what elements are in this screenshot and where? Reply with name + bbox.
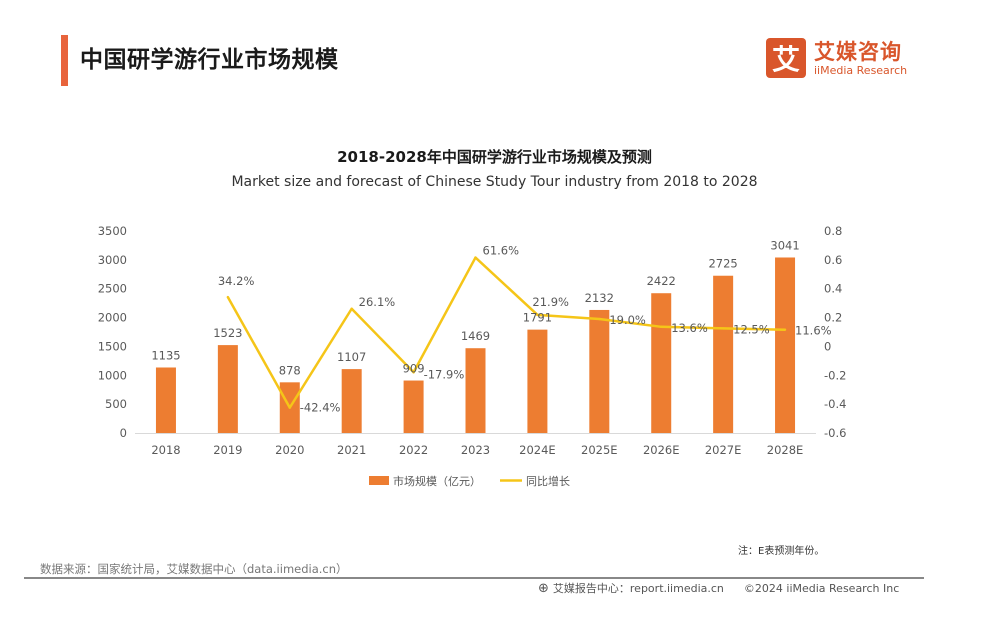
- right-axis-tick-label: 0.6: [824, 253, 842, 267]
- bar-series: [155, 257, 796, 433]
- legend-swatch-bar: [369, 476, 389, 485]
- legend-label-growth: 同比增长: [526, 474, 570, 488]
- growth-line: [226, 256, 786, 409]
- chart-subtitle: Market size and forecast of Chinese Stud…: [231, 174, 758, 190]
- bar: [775, 257, 796, 433]
- left-axis-tick-label: 2500: [98, 282, 127, 296]
- report-center-link[interactable]: 艾媒报告中心：report.iimedia.cn: [552, 582, 724, 595]
- legend: 市场规模（亿元） 同比增长: [369, 474, 570, 488]
- bar-value-label: 2422: [647, 274, 676, 288]
- right-axis: -0.6 -0.4 -0.2 0 0.2 0.4 0.6 0.8: [824, 224, 846, 440]
- x-axis: 2018 2019 2020 2021 2022 2023 2024E 2025E 2026E 2…: [151, 443, 803, 457]
- growth-value-label: 12.5%: [733, 322, 770, 336]
- growth-point: [412, 371, 415, 374]
- footer-divider: [24, 577, 924, 579]
- logo-name-en: iiMedia Research: [814, 63, 908, 77]
- x-axis-tick-label: 2025E: [581, 443, 618, 457]
- bar: [465, 348, 486, 433]
- logo-name-cn: 艾媒咨询: [814, 39, 902, 64]
- x-axis-tick-label: 2022: [399, 443, 428, 457]
- growth-value-label: -17.9%: [424, 367, 465, 381]
- growth-value-label: 13.6%: [671, 321, 708, 335]
- growth-value-label: 34.2%: [218, 274, 255, 288]
- growth-value-label: 11.6%: [795, 324, 832, 338]
- growth-point: [474, 256, 477, 259]
- growth-point: [226, 295, 230, 299]
- bar: [403, 380, 424, 433]
- growth-point: [288, 406, 291, 409]
- growth-value-label: -42.4%: [300, 401, 341, 415]
- right-axis-tick-label: 0.4: [824, 282, 842, 296]
- title-accent-bar: [61, 35, 68, 86]
- x-axis-tick-label: 2028E: [767, 443, 804, 457]
- right-axis-tick-label: 0.2: [824, 311, 842, 325]
- bar: [217, 345, 238, 433]
- data-source: 数据来源：国家统计局，艾媒数据中心（data.iimedia.cn）: [40, 562, 348, 576]
- bar-value-label: 909: [403, 362, 425, 376]
- growth-point: [660, 325, 663, 329]
- x-axis-tick-label: 2023: [461, 443, 490, 457]
- x-axis-tick-label: 2024E: [519, 443, 556, 457]
- growth-value-label: 21.9%: [532, 295, 569, 309]
- x-axis-tick-label: 2027E: [705, 443, 742, 457]
- bar-value-label: 2132: [585, 291, 614, 305]
- growth-point: [783, 328, 787, 331]
- bar-value-label: 1135: [151, 348, 180, 362]
- logo-mark-icon: 艾: [766, 38, 806, 78]
- left-axis-tick-label: 2000: [98, 311, 127, 325]
- bar-value-label: 3041: [770, 238, 799, 252]
- footer: ⊕ 艾媒报告中心：report.iimedia.cn ©2024 iiMedia…: [538, 580, 899, 596]
- left-axis-tick-label: 0: [120, 426, 127, 440]
- bar: [341, 369, 362, 433]
- growth-point: [350, 307, 353, 310]
- bar-data-labels: 1135 1523 878 1107 909 1469 1791 2132 2422 2725 30…: [151, 238, 799, 377]
- bar: [527, 329, 548, 433]
- left-axis-tick-label: 3500: [98, 224, 127, 238]
- growth-point: [721, 327, 725, 330]
- page-title: 中国研学游行业市场规模: [80, 47, 339, 73]
- legend-label-market-size: 市场规模（亿元）: [393, 474, 481, 488]
- bar: [589, 309, 610, 433]
- right-axis-tick-label: -0.6: [824, 426, 846, 440]
- right-axis-tick-label: 0: [824, 339, 831, 353]
- growth-value-label: 61.6%: [483, 244, 520, 258]
- x-axis-tick-label: 2026E: [643, 443, 680, 457]
- iimedia-logo: 艾 艾媒咨询 iiMedia Research: [766, 38, 907, 78]
- line-data-labels: 34.2% -42.4% 26.1% -17.9% 61.6% 21.9% 19.0% 13.…: [218, 244, 832, 415]
- forecast-note: 注：E表预测年份。: [738, 546, 825, 557]
- growth-value-label: 19.0%: [609, 313, 646, 327]
- left-axis-tick-label: 1500: [98, 339, 127, 353]
- bar: [713, 275, 734, 433]
- x-axis-tick-label: 2019: [213, 443, 242, 457]
- right-axis-tick-label: 0.8: [824, 224, 842, 238]
- bar: [651, 293, 672, 433]
- bar-value-label: 1791: [523, 311, 552, 325]
- x-axis-tick-label: 2018: [151, 443, 180, 457]
- globe-icon: ⊕: [538, 580, 549, 596]
- left-axis-tick-label: 1000: [98, 368, 127, 382]
- growth-point: [598, 317, 601, 321]
- x-axis-tick-label: 2021: [337, 443, 366, 457]
- bar-value-label: 1469: [461, 329, 490, 343]
- left-axis: 0 500 1000 1500 2000 2500 3000 3500: [98, 224, 127, 440]
- x-axis-tick-label: 2020: [275, 443, 304, 457]
- bar-value-label: 2725: [708, 257, 737, 271]
- bar-value-label: 1107: [337, 350, 366, 364]
- bar: [155, 367, 176, 433]
- bar-value-label: 878: [279, 363, 301, 377]
- growth-point: [536, 313, 539, 317]
- line-series: [226, 256, 787, 409]
- growth-value-label: 26.1%: [359, 295, 396, 309]
- copyright: ©2024 iiMedia Research Inc: [743, 581, 900, 595]
- left-axis-tick-label: 500: [105, 397, 127, 411]
- bar-value-label: 1523: [213, 326, 242, 340]
- right-axis-tick-label: -0.4: [824, 397, 846, 411]
- right-axis-tick-label: -0.2: [824, 368, 846, 382]
- left-axis-tick-label: 3000: [98, 253, 127, 267]
- chart-title: 2018-2028年中国研学游行业市场规模及预测: [337, 148, 652, 166]
